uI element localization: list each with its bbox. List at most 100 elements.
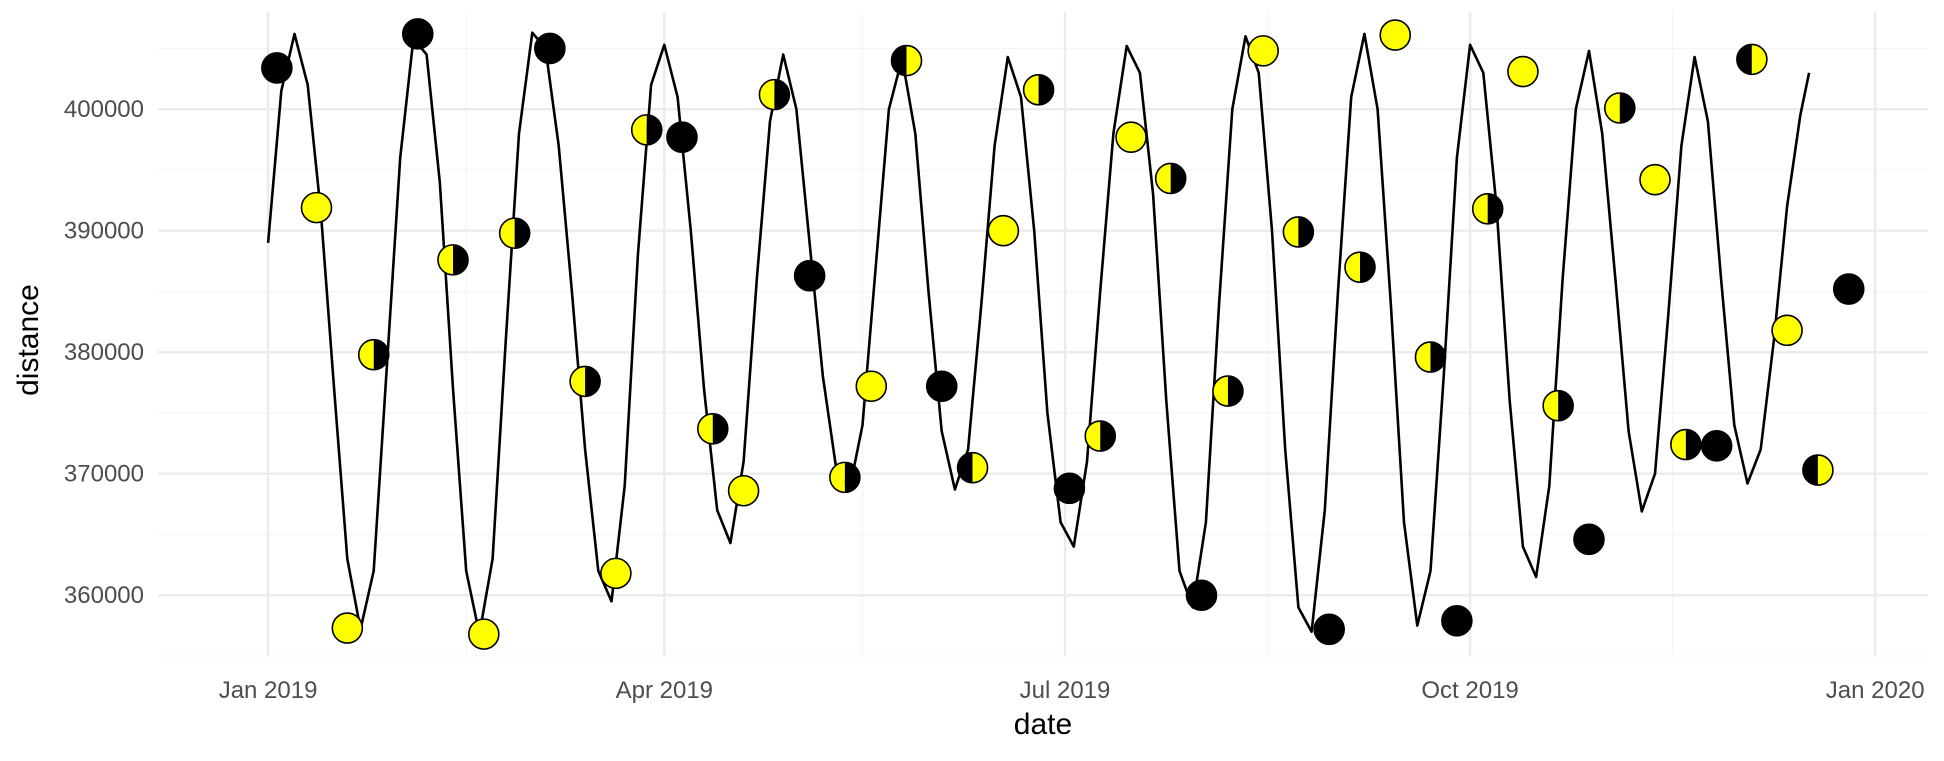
marker-left-half — [570, 366, 586, 397]
moon-phase-marker — [925, 370, 958, 403]
marker-right-half — [1817, 455, 1833, 486]
marker-left-half — [1345, 252, 1361, 283]
marker-outline — [498, 217, 531, 249]
marker-disc — [727, 474, 760, 507]
marker-outline — [956, 451, 989, 484]
marker-left-half — [1212, 376, 1228, 407]
marker-outline — [1022, 73, 1055, 106]
moon-phase-marker — [987, 214, 1020, 247]
marker-right-half — [1685, 429, 1701, 460]
marker-outline — [357, 338, 390, 371]
marker-outline — [1154, 162, 1187, 195]
marker-outline — [1282, 216, 1315, 248]
moon-phase-marker — [1639, 163, 1671, 196]
marker-disc — [1700, 429, 1733, 462]
marker-outline — [1344, 251, 1376, 283]
marker-left-half — [499, 218, 515, 249]
marker-right-half — [1170, 163, 1186, 194]
marker-disc — [925, 370, 958, 403]
y-tick-label: 380000 — [64, 339, 144, 366]
marker-disc — [987, 214, 1020, 247]
y-axis-tick-labels: 360000 370000 380000 390000 400000 — [64, 96, 144, 609]
marker-disc — [1507, 55, 1539, 88]
moon-phase-marker — [1212, 375, 1244, 407]
marker-disc — [1832, 273, 1865, 305]
moon-phase-marker — [600, 557, 632, 590]
moon-phase-marker — [331, 612, 364, 644]
moon-phase-marker — [1313, 613, 1345, 646]
marker-right-half — [1487, 193, 1503, 224]
marker-right-half — [844, 462, 860, 493]
marker-disc — [331, 612, 364, 644]
moon-phase-marker — [498, 217, 531, 249]
moon-phase-marker — [727, 474, 760, 507]
marker-disc — [468, 618, 500, 650]
moon-phase-marker — [956, 451, 989, 484]
marker-disc — [1313, 613, 1345, 646]
moon-phase-marker — [534, 32, 566, 65]
marker-left-half — [1802, 455, 1818, 486]
marker-right-half — [1751, 44, 1767, 75]
moon-phase-marker — [890, 44, 923, 77]
moon-phase-marker — [793, 259, 826, 292]
x-tick-label: Apr 2019 — [616, 677, 713, 704]
marker-outline — [569, 365, 601, 398]
marker-right-half — [1100, 421, 1116, 452]
moon-phase-marker — [1771, 314, 1803, 347]
marker-left-half — [358, 339, 374, 370]
x-axis-title: date — [1014, 708, 1072, 741]
marker-outline — [1212, 375, 1244, 407]
marker-left-half — [1283, 216, 1299, 247]
marker-left-half — [1155, 163, 1171, 194]
marker-outline — [630, 114, 663, 146]
marker-outline — [890, 44, 923, 77]
moon-phase-marker — [1022, 73, 1055, 106]
moon-phase-marker — [1441, 604, 1473, 637]
marker-outline — [1670, 428, 1702, 461]
moon-phase-marker — [666, 121, 698, 153]
marker-disc — [534, 32, 566, 65]
moon-phase-marker — [401, 18, 434, 50]
marker-right-half — [1619, 92, 1635, 123]
marker-outline — [1414, 341, 1447, 373]
moon-phase-marker — [696, 412, 729, 445]
moon-phase-marker — [758, 78, 791, 111]
moon-phase-marker — [569, 365, 601, 398]
marker-left-half — [829, 462, 845, 493]
marker-left-half — [1085, 421, 1101, 452]
marker-left-half — [1023, 74, 1039, 105]
moon-phase-marker — [468, 618, 500, 650]
marker-outline — [696, 412, 729, 445]
distance-curve — [266, 31, 1811, 636]
moon-phase-marker — [1507, 55, 1539, 88]
marker-right-half — [1430, 342, 1446, 373]
marker-disc — [855, 370, 888, 403]
moon-phase-marker — [1154, 162, 1187, 195]
marker-left-half — [891, 45, 907, 76]
marker-disc — [1771, 314, 1803, 347]
moon-phase-marker — [1700, 429, 1733, 462]
marker-left-half — [1543, 390, 1559, 421]
marker-disc — [1115, 121, 1147, 153]
marker-left-half — [631, 114, 647, 145]
marker-right-half — [646, 114, 662, 145]
marker-outline — [1603, 92, 1636, 124]
moon-phase-marker — [1115, 121, 1147, 153]
marker-right-half — [774, 79, 790, 110]
marker-disc — [1053, 472, 1086, 505]
marker-left-half — [759, 79, 775, 110]
marker-outline — [1542, 389, 1574, 422]
marker-outline — [829, 461, 861, 494]
y-tick-label: 400000 — [64, 96, 144, 123]
moon-phase-marker — [1282, 216, 1315, 248]
moon-phase-marker — [1736, 43, 1768, 76]
x-axis-tick-labels: Jan 2019 Apr 2019 Jul 2019 Oct 2019 Jan 2020 — [219, 677, 1925, 704]
marker-right-half — [373, 339, 389, 370]
minor-gridlines — [158, 12, 1928, 657]
marker-disc — [261, 52, 293, 84]
marker-left-half — [1415, 342, 1431, 373]
marker-right-half — [1298, 216, 1314, 247]
moon-phase-marker — [1344, 251, 1376, 283]
